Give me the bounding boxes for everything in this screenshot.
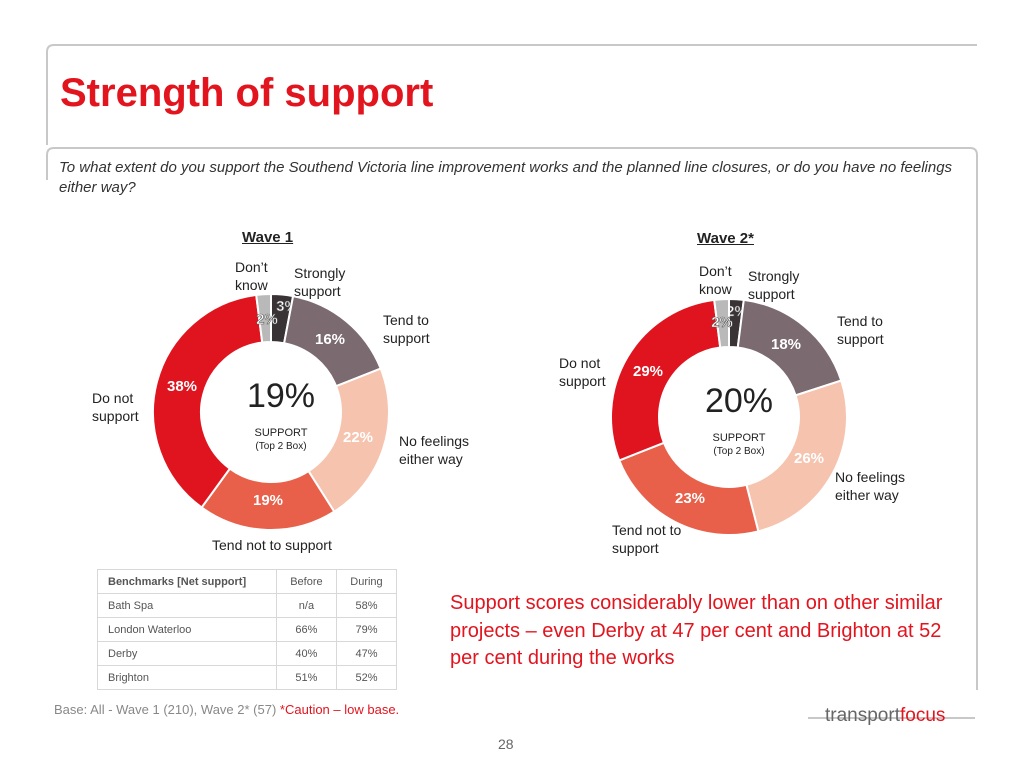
category-label: Do not support bbox=[92, 390, 139, 424]
category-label: Tend not to support bbox=[212, 537, 332, 553]
center-sublabel: (Top 2 Box) bbox=[713, 446, 764, 457]
page-number: 28 bbox=[498, 736, 514, 752]
category-label: Don’t know bbox=[235, 259, 268, 293]
value-label: 18% bbox=[771, 336, 801, 353]
category-label: Tend to support bbox=[837, 313, 884, 347]
cell: Brighton bbox=[97, 665, 277, 690]
table-row: Benchmarks [Net support] Before During bbox=[97, 569, 398, 594]
category-label: Do not support bbox=[559, 355, 606, 389]
donut-segment bbox=[610, 298, 722, 462]
value-label: 38% bbox=[167, 378, 197, 395]
caution: *Caution – low base. bbox=[279, 702, 400, 717]
value-label: 19% bbox=[253, 492, 283, 509]
cell: 40% bbox=[275, 641, 337, 666]
center-value: 20% bbox=[705, 382, 773, 420]
cell: 66% bbox=[275, 617, 337, 642]
header-frame bbox=[46, 44, 977, 145]
logo-second: focus bbox=[899, 705, 946, 726]
logo: transportfocus bbox=[825, 704, 945, 728]
benchmark-table: Benchmarks [Net support] Before During Bath… bbox=[97, 569, 398, 690]
category-label: No feelings either way bbox=[835, 469, 906, 503]
cell: 52% bbox=[335, 665, 398, 690]
cell: London Waterloo bbox=[97, 617, 277, 642]
base-note: Base: All - Wave 1 (210), Wave 2* (57) *… bbox=[54, 701, 399, 719]
center-label: SUPPORT bbox=[713, 432, 766, 444]
category-label: Strongly support bbox=[748, 268, 800, 302]
table-row: London Waterloo 66% 79% bbox=[97, 617, 398, 642]
value-label: 23% bbox=[675, 490, 705, 507]
category-label: Tend to support bbox=[383, 312, 430, 346]
donut-segment bbox=[307, 367, 390, 514]
cell: n/a bbox=[275, 593, 337, 618]
table-row: Derby 40% 47% bbox=[97, 641, 398, 666]
value-label: 22% bbox=[343, 429, 373, 446]
value-label: 26% bbox=[794, 450, 824, 467]
cell: Bath Spa bbox=[97, 593, 277, 618]
center-label: SUPPORT bbox=[255, 427, 308, 439]
callout: Support scores considerably lower than o… bbox=[450, 592, 943, 669]
cell: 79% bbox=[335, 617, 398, 642]
cell: 47% bbox=[335, 641, 398, 666]
question: To what extent do you support the Southe… bbox=[59, 159, 953, 196]
category-label: Strongly support bbox=[294, 265, 346, 299]
value-label: 29% bbox=[633, 363, 663, 380]
cell: Derby bbox=[97, 641, 277, 666]
value-label: 2% bbox=[256, 311, 278, 328]
cell: 51% bbox=[275, 665, 337, 690]
value-label: 16% bbox=[315, 331, 345, 348]
logo-first: transport bbox=[825, 705, 900, 726]
content-frame bbox=[46, 147, 978, 690]
table-row: Bath Spa n/a 58% bbox=[97, 593, 398, 618]
donut-segment bbox=[152, 293, 264, 509]
center-sublabel: (Top 2 Box) bbox=[255, 441, 306, 452]
chart-title: Wave 2* bbox=[697, 230, 754, 247]
base-text: Base: All - Wave 1 (210), Wave 2* (57) bbox=[54, 702, 277, 717]
value-label: 2% bbox=[711, 314, 733, 331]
donut-segment bbox=[745, 379, 848, 533]
header-cell: Benchmarks [Net support] bbox=[97, 569, 277, 594]
cell: 58% bbox=[335, 593, 398, 618]
donut-segment bbox=[713, 297, 730, 349]
center-value: 19% bbox=[247, 377, 315, 415]
slide-title: Strength of support bbox=[60, 71, 434, 115]
chart-title: Wave 1 bbox=[242, 229, 294, 246]
category-label: Don’t know bbox=[699, 263, 732, 297]
header-cell: Before bbox=[275, 569, 337, 594]
table-row: Brighton 51% 52% bbox=[97, 665, 398, 690]
category-label: Tend not to support bbox=[612, 522, 682, 556]
header-cell: During bbox=[335, 569, 398, 594]
category-label: No feelings either way bbox=[399, 433, 470, 467]
donut-segment bbox=[255, 292, 272, 344]
